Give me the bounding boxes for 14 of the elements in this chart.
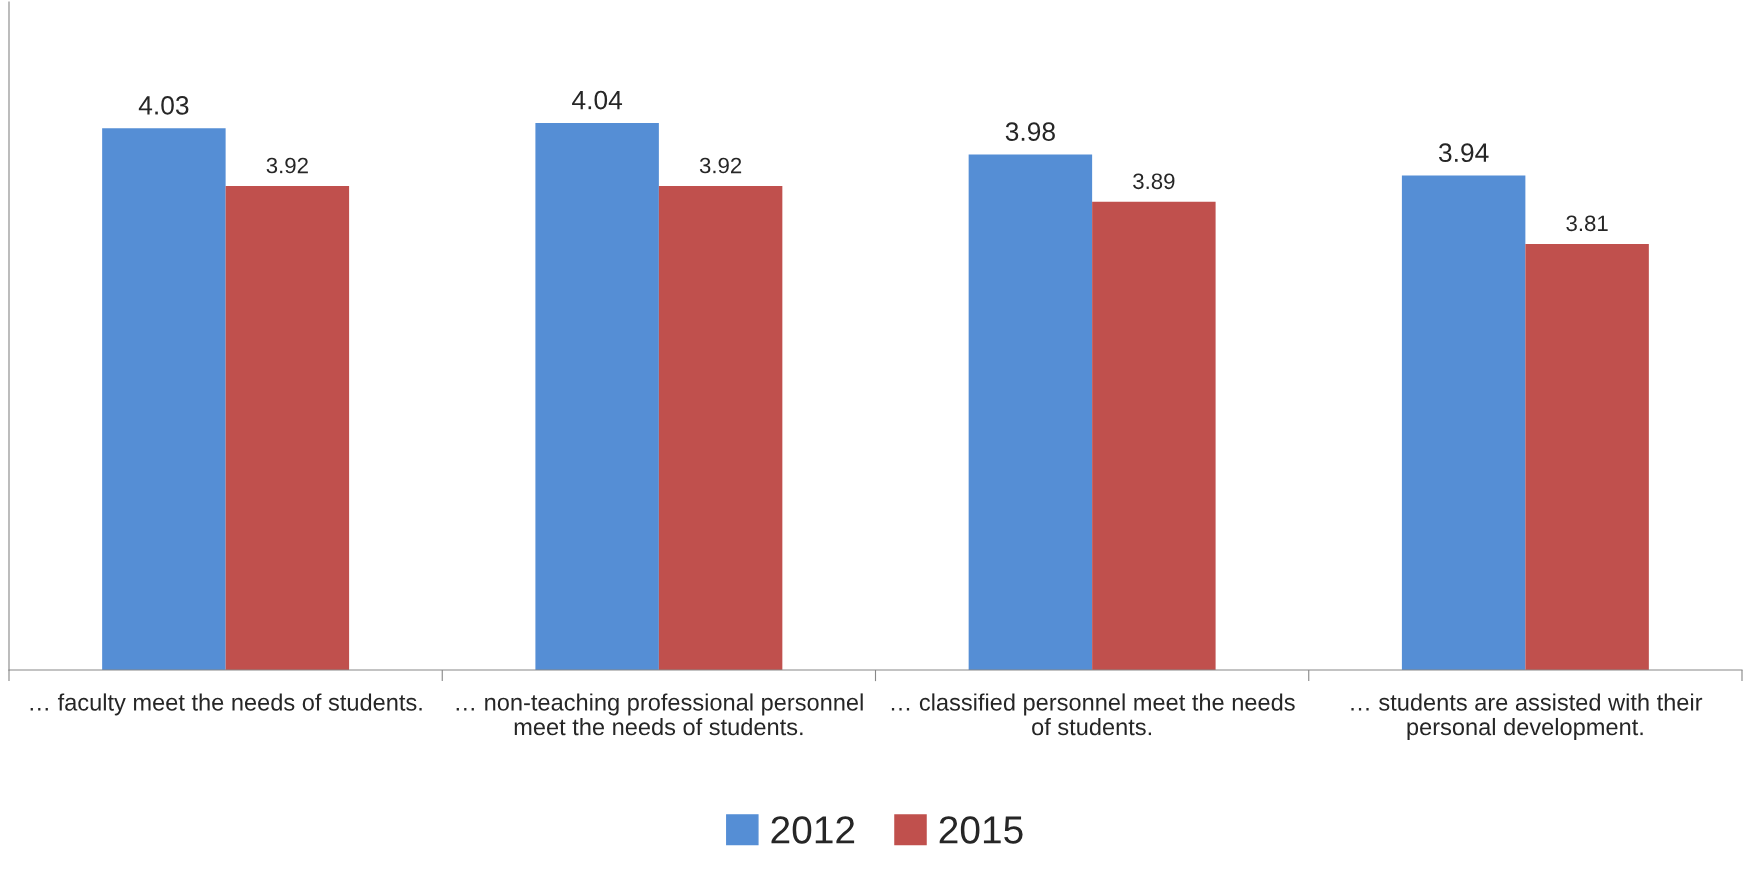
x-tick-label: … students are assisted with their personal development.: [1351, 693, 1703, 740]
legend-label: 2015: [939, 816, 1023, 844]
data-label: 3.92: [699, 157, 742, 174]
data-label: 3.94: [1438, 143, 1489, 163]
x-tick-label: … classified personnel meet the needs of students.: [891, 693, 1295, 736]
data-label: 3.81: [1566, 215, 1608, 232]
data-label: 3.92: [266, 157, 308, 174]
data-label: 3.98: [1005, 122, 1055, 141]
data-label: 4.03: [138, 96, 189, 115]
x-tick-label: … non-teaching professional personnel meet the needs of students.: [456, 693, 863, 736]
legend-label: 2012: [771, 816, 855, 844]
x-tick-label: … faculty meet the needs of students.: [30, 693, 422, 716]
data-label: 4.04: [572, 90, 623, 110]
data-label: 3.89: [1133, 173, 1175, 190]
